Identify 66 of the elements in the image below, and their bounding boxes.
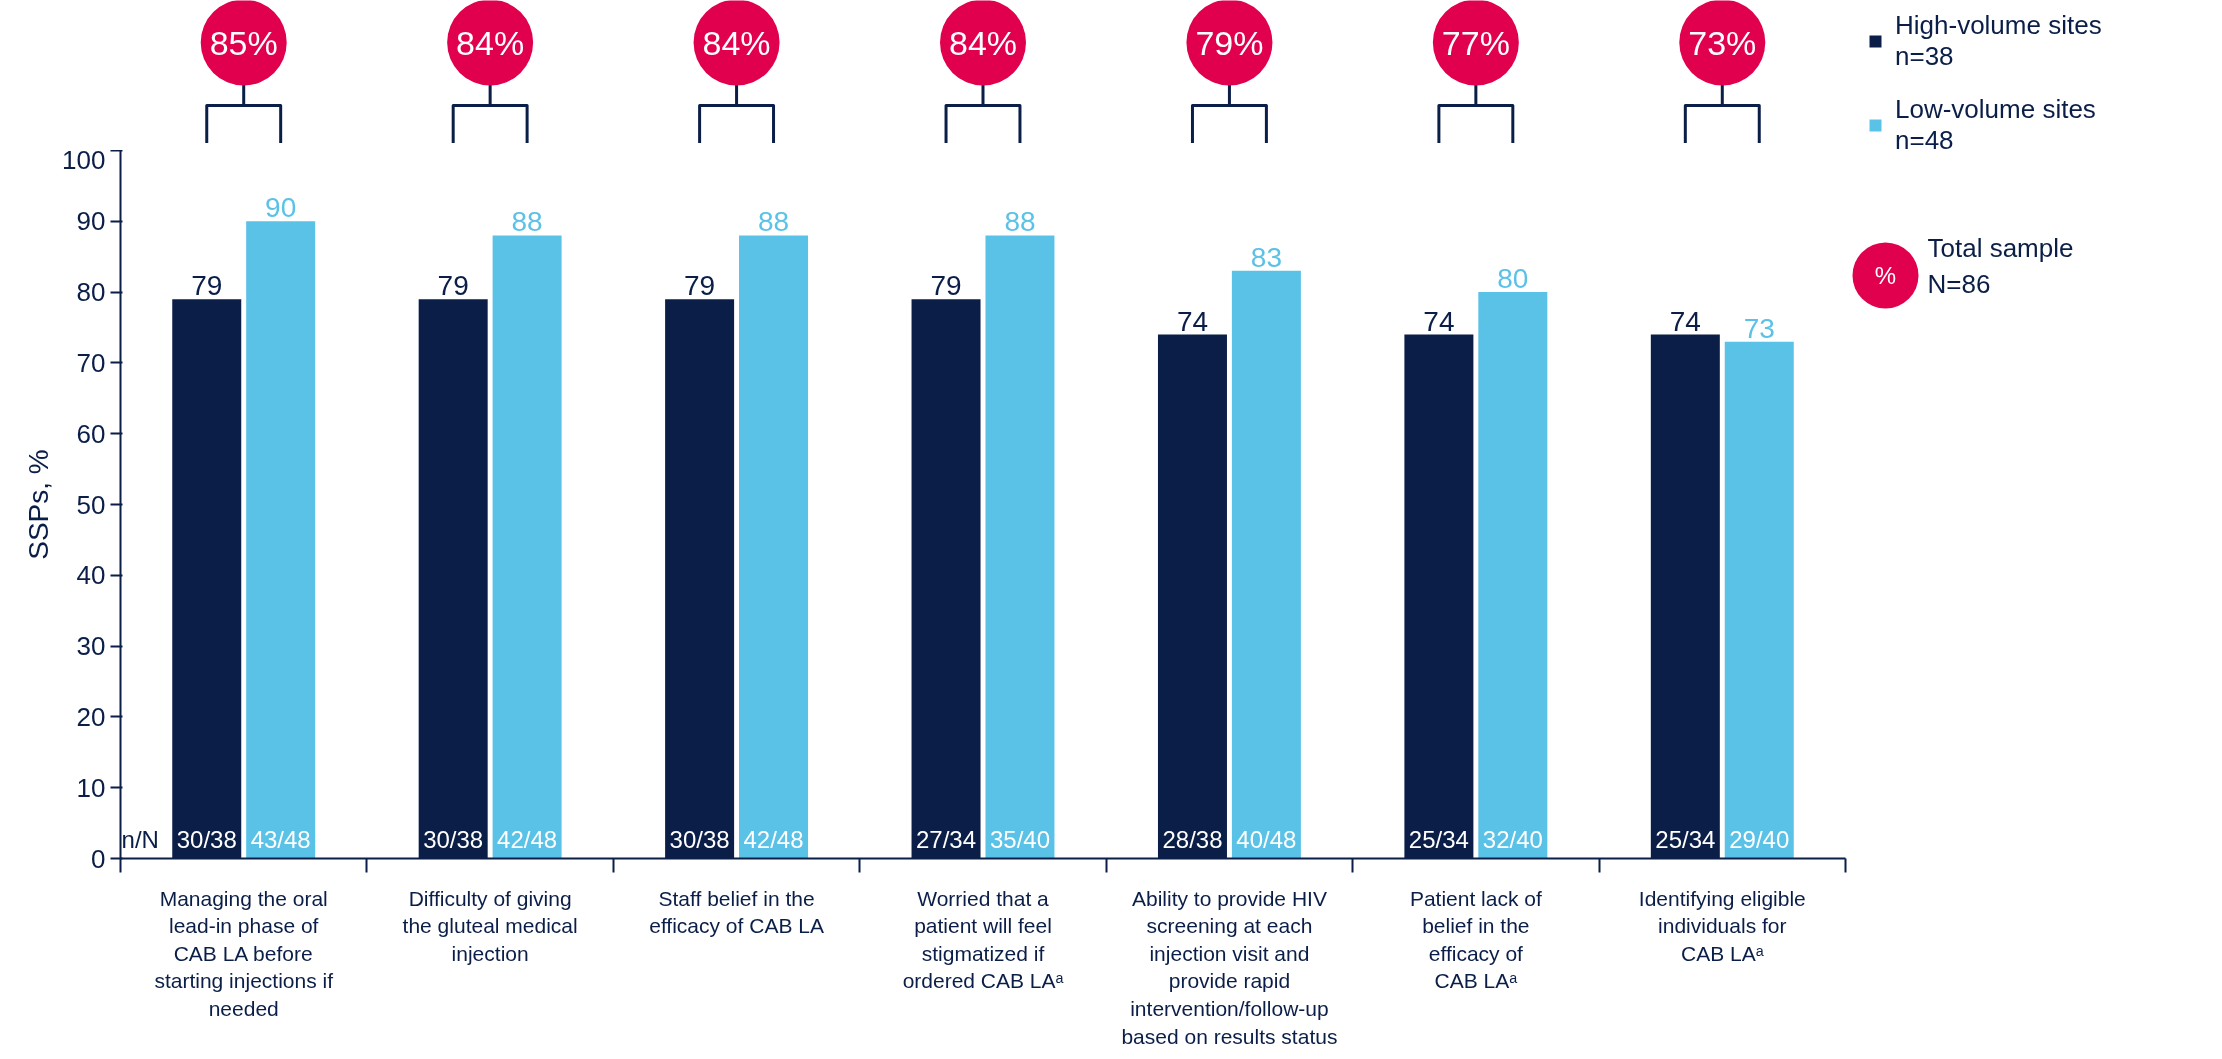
y-tick-label: 80 [76, 277, 106, 308]
annotation: 35/40 [989, 825, 1050, 853]
bar [1724, 341, 1794, 859]
data-label: 79 [684, 270, 716, 302]
y-tick-label: 70 [76, 347, 106, 378]
data-label: 74 [1423, 305, 1455, 337]
annotation: 40/48 [1236, 825, 1297, 853]
text: Total sample N=86 [1927, 232, 2074, 299]
text: 84% [456, 23, 525, 62]
annotation: 30/38 [669, 825, 730, 853]
data-label: 74 [1669, 305, 1701, 337]
annotation: 28/38 [1162, 825, 1223, 853]
x-tick-label: Managing the oral lead-in phase of CAB LA before starting injections if needed [154, 886, 334, 1020]
y-tick-label: 20 [76, 701, 106, 732]
x-tick-label: Ability to provide HIV screening at each injection visit and provide rapid intervention/follow-up based on results status [1121, 886, 1338, 1048]
annotation: 42/48 [497, 825, 558, 853]
text: 84% [948, 23, 1018, 62]
y-tick-label: 40 [76, 560, 106, 591]
annotation: 25/34 [1655, 825, 1716, 853]
y-tick-label: 90 [76, 206, 106, 237]
text: 79% [1195, 23, 1264, 62]
annotation: 30/38 [176, 825, 237, 853]
annotation: 43/48 [250, 825, 311, 853]
bar [246, 221, 316, 859]
annotation: 29/40 [1729, 825, 1790, 853]
data-label: 79 [437, 270, 469, 302]
y-tick-label: 10 [76, 772, 106, 803]
data-label: 74 [1176, 305, 1209, 337]
y-tick-label: 100 [62, 144, 106, 175]
data-label: 79 [191, 270, 223, 302]
y-tick-label: 30 [76, 631, 106, 662]
bar [1231, 270, 1301, 859]
legend-label: Low-volume sites n=48 [1895, 94, 2096, 156]
y-tick-label: 0 [91, 843, 106, 874]
x-tick-label: Identifying eligible individuals for CAB LAᵃ [1638, 886, 1806, 965]
annotation: n/N [121, 825, 159, 853]
text: 77% [1441, 23, 1510, 62]
data-label: 88 [511, 206, 543, 238]
text: 85% [209, 23, 278, 62]
bar [739, 235, 809, 859]
annotation: 27/34 [916, 825, 977, 853]
data-label: 73 [1743, 312, 1775, 344]
text: 84% [702, 23, 771, 62]
y-axis-title: SSPs, % [23, 449, 55, 560]
annotation: 25/34 [1408, 825, 1469, 853]
legend-label: High-volume sites n=38 [1895, 10, 2102, 72]
bar [1478, 292, 1548, 859]
text: 73% [1688, 23, 1757, 62]
bar [492, 235, 562, 859]
x-tick-label: Patient lack of belief in the efficacy of CAB LAᵃ [1409, 886, 1542, 993]
y-tick-label: 50 [76, 489, 106, 520]
data-label: 88 [1004, 206, 1036, 238]
annotation: 30/38 [423, 825, 484, 853]
x-tick-label: Worried that a patient will feel stigmatized if ordered CAB LAᵃ [902, 886, 1064, 993]
x-tick-label: Difficulty of giving the gluteal medical injection [402, 886, 578, 965]
data-label: 83 [1250, 241, 1282, 273]
x-tick-label: Staff belief in the efficacy of CAB LA [649, 886, 824, 938]
data-label: 79 [930, 270, 962, 302]
data-label: 80 [1497, 263, 1529, 295]
data-label: 90 [265, 192, 297, 224]
annotation: 42/48 [743, 825, 804, 853]
y-tick-label: 60 [76, 418, 106, 449]
annotation: 32/40 [1482, 825, 1543, 853]
text: % [1874, 262, 1897, 289]
bar [985, 235, 1055, 859]
data-label: 88 [757, 206, 790, 238]
